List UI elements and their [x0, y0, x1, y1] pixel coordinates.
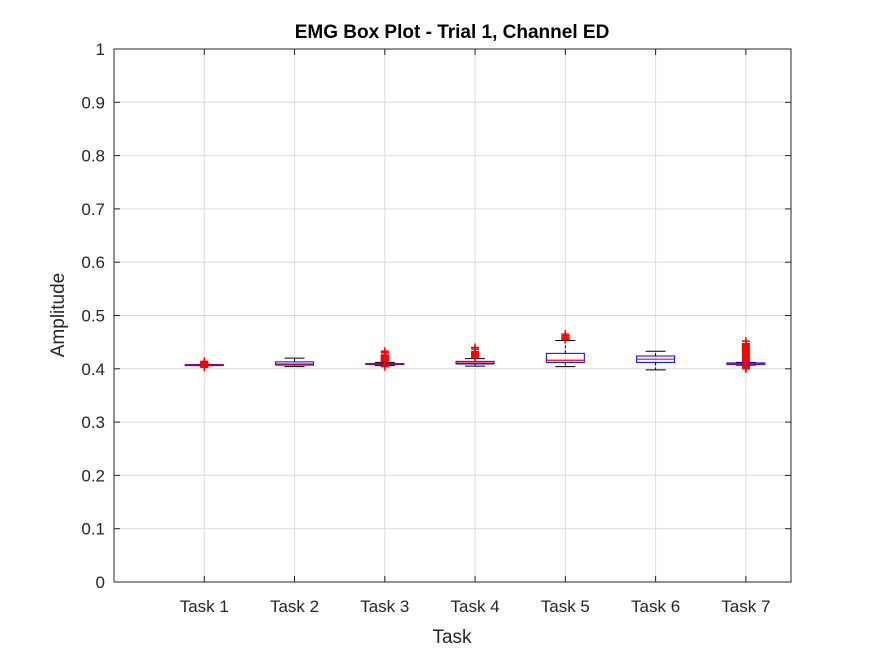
y-tick-label: 0.5 — [81, 307, 105, 326]
y-tick-label: 0.6 — [81, 253, 105, 272]
y-tick-label: 0.8 — [81, 147, 105, 166]
box-4 — [455, 343, 495, 367]
x-axis-label: Task — [432, 627, 472, 648]
box-iqr — [545, 352, 585, 363]
y-tick-label: 0.1 — [81, 520, 105, 539]
y-axis-ticks: 0 0.1 0.2 0.3 0.4 0.5 0.6 0.7 0.8 0.9 1 — [81, 40, 791, 592]
box-series — [184, 330, 766, 373]
x-tick-label: Task 2 — [270, 597, 319, 616]
y-tick-label: 0.9 — [81, 93, 105, 112]
x-tick-label: Task 5 — [541, 597, 590, 616]
box-3 — [365, 347, 405, 371]
y-axis-label: Amplitude — [48, 273, 69, 358]
x-tick-label: Task 6 — [631, 597, 680, 616]
x-axis-ticks: Task 1 Task 2 Task 3 Task 4 Task 5 Task 6 Task… — [180, 49, 770, 616]
y-tick-label: 0 — [96, 573, 105, 592]
box-7 — [726, 337, 766, 373]
outlier-marker — [561, 330, 570, 339]
outlier-marker — [200, 357, 209, 366]
box-6 — [636, 350, 676, 371]
outlier-marker — [380, 347, 389, 356]
x-tick-label: Task 1 — [180, 597, 229, 616]
y-tick-label: 1 — [96, 40, 105, 59]
box-1 — [184, 357, 224, 372]
y-tick-label: 0.4 — [81, 360, 105, 379]
box-5 — [545, 330, 585, 368]
x-tick-label: Task 7 — [721, 597, 770, 616]
outlier-marker — [741, 337, 750, 346]
x-tick-label: Task 4 — [450, 597, 499, 616]
outlier-marker — [471, 343, 480, 352]
box-2 — [275, 357, 315, 368]
y-tick-label: 0.7 — [81, 200, 105, 219]
y-tick-label: 0.3 — [81, 413, 105, 432]
y-tick-label: 0.2 — [81, 466, 105, 485]
chart-title: EMG Box Plot - Trial 1, Channel ED — [295, 22, 610, 43]
x-tick-label: Task 3 — [360, 597, 409, 616]
